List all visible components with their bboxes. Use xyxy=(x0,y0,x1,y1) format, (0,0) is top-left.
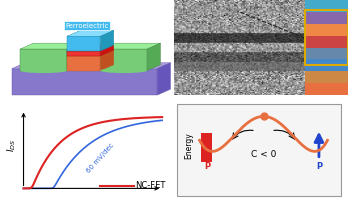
Polygon shape xyxy=(157,63,171,95)
Text: Ferroelectric: Ferroelectric xyxy=(65,23,109,29)
Polygon shape xyxy=(100,30,114,51)
Polygon shape xyxy=(67,30,114,36)
Bar xyxy=(304,83,348,95)
Polygon shape xyxy=(67,50,114,56)
Polygon shape xyxy=(12,69,157,95)
Polygon shape xyxy=(20,43,80,49)
Ellipse shape xyxy=(20,68,67,73)
Polygon shape xyxy=(20,49,67,71)
Text: P: P xyxy=(204,162,210,171)
Polygon shape xyxy=(100,43,160,49)
Polygon shape xyxy=(12,63,171,69)
Bar xyxy=(304,36,348,47)
Bar xyxy=(304,47,348,59)
Polygon shape xyxy=(67,43,80,71)
Polygon shape xyxy=(100,49,147,71)
Polygon shape xyxy=(100,50,114,71)
Text: NC-FET: NC-FET xyxy=(135,181,166,190)
Bar xyxy=(304,12,348,24)
Polygon shape xyxy=(67,36,100,51)
Text: 60 mV/dec: 60 mV/dec xyxy=(86,142,115,174)
Polygon shape xyxy=(67,56,100,71)
Polygon shape xyxy=(147,43,160,71)
Bar xyxy=(201,133,212,162)
Ellipse shape xyxy=(100,68,147,73)
Bar xyxy=(304,0,348,12)
Polygon shape xyxy=(67,45,114,51)
Text: $I_{DS}$: $I_{DS}$ xyxy=(6,139,18,152)
Text: Energy: Energy xyxy=(184,132,193,159)
Bar xyxy=(304,71,348,83)
Polygon shape xyxy=(67,51,100,56)
Text: C < 0: C < 0 xyxy=(251,150,276,159)
Polygon shape xyxy=(100,45,114,56)
Bar xyxy=(304,24,348,36)
Bar xyxy=(304,59,348,71)
Text: P: P xyxy=(316,162,322,171)
Bar xyxy=(304,10,348,65)
